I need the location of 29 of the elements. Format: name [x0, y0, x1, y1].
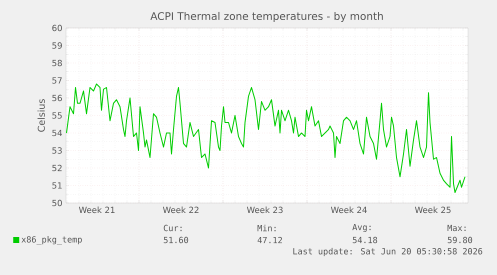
legend-label: x86_pkg_temp [22, 236, 82, 244]
y-tick-label: 53 [52, 147, 62, 154]
text: Avg: [352, 224, 371, 232]
text: 47.12 [258, 236, 282, 244]
y-tick-label: 57 [52, 77, 62, 84]
text: 54.18 [352, 236, 378, 244]
text: Last update: Sat Jun 20 05:30:58 2026 [293, 248, 482, 256]
text: 59.80 [448, 236, 472, 244]
text: Min: [258, 224, 276, 232]
x-tick-label: Week 24 [330, 206, 367, 214]
x-tick-label: Week 21 [78, 206, 115, 214]
y-tick-label: 51 [52, 182, 62, 189]
text: Max: [448, 224, 466, 232]
y-tick-label: 59 [52, 42, 62, 49]
y-tick-label: 60 [52, 24, 62, 32]
x-tick-label: Week 23 [246, 206, 283, 214]
text: 51.60 [164, 236, 188, 244]
x-tick-label: Week 25 [414, 206, 451, 214]
y-tick-label: 56 [52, 94, 62, 102]
y-tick-label: 55 [52, 112, 62, 119]
chart-title: ACPI Thermal zone temperatures - by month [150, 12, 383, 22]
y-axis-title: Celsius [38, 99, 45, 132]
y-tick-label: 58 [52, 60, 62, 66]
line-series [66, 84, 466, 193]
text: Cur: [164, 224, 182, 232]
y-tick-label: 52 [52, 164, 62, 172]
y-tick-label: 50 [52, 200, 62, 206]
x-tick-label: Week 22 [162, 206, 198, 214]
y-tick-label: 54 [52, 130, 62, 136]
